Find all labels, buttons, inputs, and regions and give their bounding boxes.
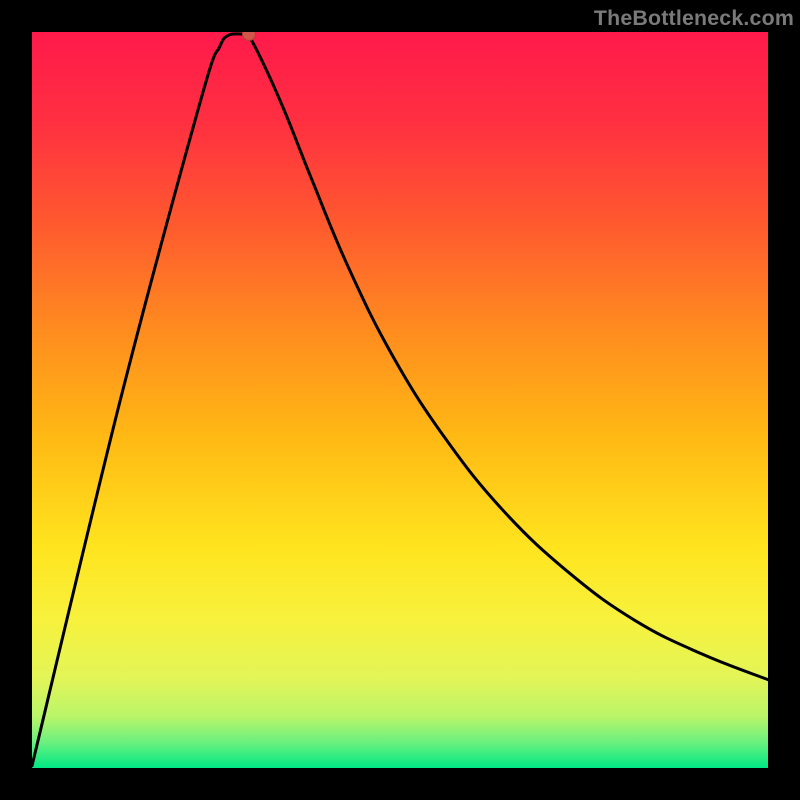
curve-left-branch bbox=[32, 34, 245, 766]
curve-right-branch bbox=[245, 34, 768, 679]
watermark-text: TheBottleneck.com bbox=[594, 6, 794, 31]
canvas: TheBottleneck.com bbox=[0, 0, 800, 800]
plot-area bbox=[32, 32, 768, 768]
bottleneck-curve bbox=[32, 32, 768, 768]
